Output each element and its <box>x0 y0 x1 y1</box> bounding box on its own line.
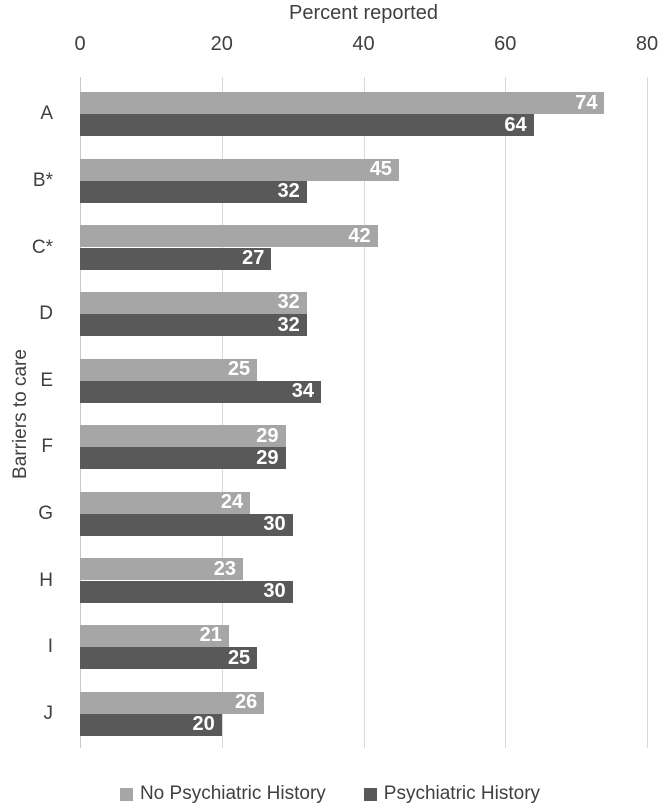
bar-value-label: 27 <box>242 247 265 270</box>
bar-value-label: 21 <box>199 624 222 647</box>
bar-value-label: 29 <box>256 446 279 469</box>
bar-value-label: 32 <box>277 180 300 203</box>
bar-psychiatric-history: 32 <box>80 313 307 337</box>
bar-psychiatric-history: 25 <box>80 646 258 670</box>
bar-psychiatric-history: 20 <box>80 713 222 736</box>
legend: No Psychiatric History Psychiatric Histo… <box>0 781 660 807</box>
category-label: I <box>47 636 53 658</box>
bar-value-label: 64 <box>504 113 527 136</box>
x-tick-label: 80 <box>635 33 659 55</box>
bar-no-psychiatric-history: 45 <box>80 158 399 181</box>
bar-value-label: 45 <box>369 158 392 181</box>
bar-value-label: 30 <box>263 513 286 536</box>
legend-label: No Psychiatric History <box>139 783 326 804</box>
chart-title: Percent reported <box>289 2 438 24</box>
bar-psychiatric-history: 32 <box>80 180 307 204</box>
category-label: C* <box>31 236 53 258</box>
category-label: E <box>40 369 53 391</box>
bar-value-label: 29 <box>256 424 279 447</box>
bar-no-psychiatric-history: 26 <box>80 691 265 714</box>
legend-swatch-icon <box>119 787 133 801</box>
bar-value-label: 25 <box>227 358 251 381</box>
bar-no-psychiatric-history: 23 <box>80 557 243 581</box>
bar-no-psychiatric-history: 29 <box>80 424 286 448</box>
category-label: D <box>39 303 53 325</box>
x-tick-label: 60 <box>494 33 517 55</box>
legend-item-psychiatric-history: Psychiatric History <box>363 783 541 805</box>
bar-value-label: 34 <box>291 380 314 403</box>
bar-psychiatric-history: 64 <box>80 113 534 137</box>
gridline <box>647 77 648 748</box>
bar-psychiatric-history: 30 <box>80 513 293 537</box>
bar-value-label: 32 <box>277 313 300 336</box>
bar-no-psychiatric-history: 25 <box>80 358 258 381</box>
bar-value-label: 25 <box>227 646 251 669</box>
legend-item-no-psychiatric-history: No Psychiatric History <box>119 783 326 805</box>
bar-psychiatric-history: 27 <box>80 247 272 270</box>
bar-value-label: 26 <box>235 691 258 714</box>
x-tick-label: 40 <box>352 33 375 55</box>
category-label: A <box>40 103 53 125</box>
bar-value-label: 32 <box>277 291 300 314</box>
bar-psychiatric-history: 34 <box>80 380 321 403</box>
x-tick-label: 0 <box>74 33 86 55</box>
bar-no-psychiatric-history: 74 <box>80 91 605 115</box>
y-axis-line <box>80 77 81 748</box>
gridline <box>505 77 507 748</box>
category-label: G <box>38 502 53 524</box>
bar-value-label: 74 <box>575 91 598 114</box>
bar-no-psychiatric-history: 21 <box>80 624 229 648</box>
bar-value-label: 42 <box>348 224 371 247</box>
bar-no-psychiatric-history: 32 <box>80 291 307 315</box>
category-label: B* <box>32 169 53 191</box>
category-label: H <box>39 569 53 591</box>
bar-psychiatric-history: 30 <box>80 580 293 603</box>
legend-label: Psychiatric History <box>383 783 541 804</box>
gridline <box>363 77 365 748</box>
bar-value-label: 30 <box>263 580 286 603</box>
bar-value-label: 24 <box>220 491 244 514</box>
bar-psychiatric-history: 29 <box>80 446 286 470</box>
bar-no-psychiatric-history: 24 <box>80 491 251 514</box>
bar-no-psychiatric-history: 42 <box>80 224 378 248</box>
bar-value-label: 20 <box>192 713 215 736</box>
x-tick-label: 20 <box>210 33 233 55</box>
bar-value-label: 23 <box>213 557 236 580</box>
legend-swatch-icon <box>363 787 377 801</box>
gridline <box>221 77 223 748</box>
y-axis-title: Barriers to care <box>10 349 31 479</box>
category-label: J <box>43 702 54 724</box>
category-label: F <box>41 436 53 458</box>
